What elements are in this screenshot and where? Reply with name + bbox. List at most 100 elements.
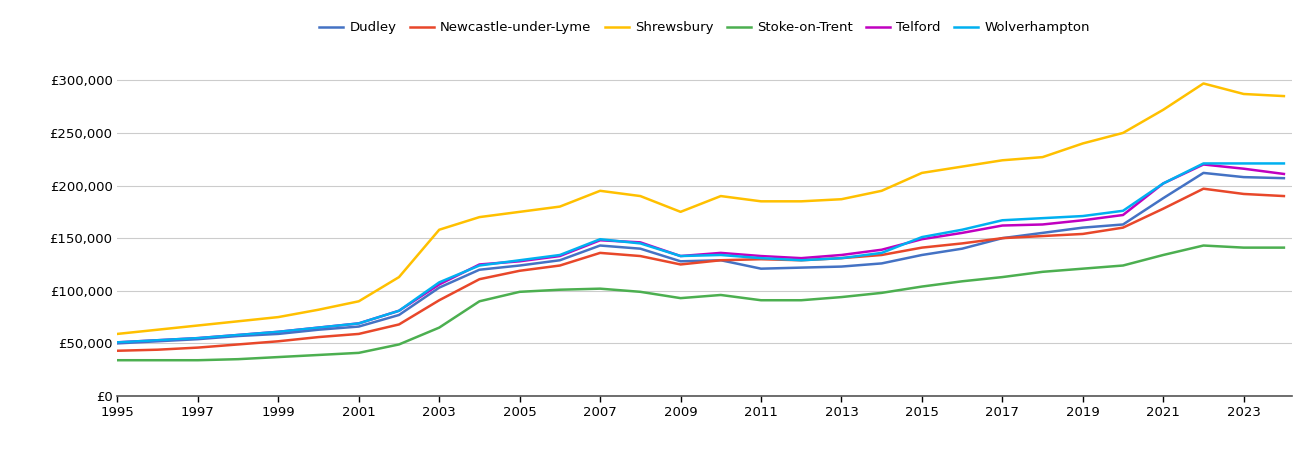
Dudley xyxy=(954,246,970,252)
Legend: Dudley, Newcastle-under-Lyme, Shrewsbury, Stoke-on-Trent, Telford, Wolverhampton: Dudley, Newcastle-under-Lyme, Shrewsbury… xyxy=(315,16,1095,40)
Dudley xyxy=(1276,176,1292,181)
Wolverhampton xyxy=(471,263,487,268)
Dudley xyxy=(834,264,850,269)
Stoke-on-Trent xyxy=(592,286,608,291)
Newcastle-under-Lyme xyxy=(713,257,728,263)
Dudley xyxy=(230,333,245,339)
Stoke-on-Trent xyxy=(633,289,649,294)
Shrewsbury xyxy=(392,274,407,280)
Newcastle-under-Lyme xyxy=(913,245,929,250)
Wolverhampton xyxy=(954,227,970,233)
Newcastle-under-Lyme xyxy=(471,276,487,282)
Wolverhampton xyxy=(633,241,649,246)
Newcastle-under-Lyme xyxy=(834,256,850,261)
Line: Newcastle-under-Lyme: Newcastle-under-Lyme xyxy=(117,189,1284,351)
Dudley xyxy=(1195,170,1211,176)
Telford xyxy=(1075,217,1091,223)
Dudley xyxy=(552,257,568,263)
Stoke-on-Trent xyxy=(230,356,245,362)
Telford xyxy=(512,259,527,264)
Shrewsbury xyxy=(270,315,286,320)
Telford xyxy=(1236,166,1251,171)
Stoke-on-Trent xyxy=(713,292,728,298)
Wolverhampton xyxy=(994,217,1010,223)
Telford xyxy=(913,237,929,242)
Wolverhampton xyxy=(713,252,728,258)
Wolverhampton xyxy=(1116,208,1131,213)
Telford xyxy=(1195,162,1211,167)
Shrewsbury xyxy=(1195,81,1211,86)
Shrewsbury xyxy=(874,188,890,194)
Shrewsbury xyxy=(592,188,608,194)
Line: Dudley: Dudley xyxy=(117,173,1284,343)
Newcastle-under-Lyme xyxy=(150,347,166,352)
Telford xyxy=(1116,212,1131,218)
Dudley xyxy=(633,246,649,252)
Stoke-on-Trent xyxy=(512,289,527,294)
Dudley xyxy=(512,263,527,268)
Stoke-on-Trent xyxy=(392,342,407,347)
Telford xyxy=(432,282,448,287)
Shrewsbury xyxy=(633,194,649,199)
Newcastle-under-Lyme xyxy=(1075,231,1091,237)
Stoke-on-Trent xyxy=(1195,243,1211,248)
Newcastle-under-Lyme xyxy=(552,263,568,268)
Shrewsbury xyxy=(471,214,487,220)
Newcastle-under-Lyme xyxy=(1276,194,1292,199)
Shrewsbury xyxy=(311,307,326,312)
Newcastle-under-Lyme xyxy=(191,345,206,350)
Wolverhampton xyxy=(552,252,568,258)
Stoke-on-Trent xyxy=(1236,245,1251,250)
Newcastle-under-Lyme xyxy=(512,268,527,274)
Dudley xyxy=(150,338,166,344)
Dudley xyxy=(351,324,367,329)
Wolverhampton xyxy=(753,256,769,261)
Telford xyxy=(1035,222,1051,227)
Wolverhampton xyxy=(1155,181,1171,186)
Telford xyxy=(1276,171,1292,177)
Newcastle-under-Lyme xyxy=(1236,191,1251,197)
Telford xyxy=(392,308,407,314)
Telford xyxy=(673,253,689,259)
Telford xyxy=(270,329,286,334)
Telford xyxy=(954,230,970,236)
Dudley xyxy=(432,285,448,290)
Wolverhampton xyxy=(351,321,367,326)
Wolverhampton xyxy=(673,253,689,259)
Shrewsbury xyxy=(191,323,206,328)
Dudley xyxy=(110,341,125,346)
Newcastle-under-Lyme xyxy=(110,348,125,353)
Shrewsbury xyxy=(230,319,245,324)
Newcastle-under-Lyme xyxy=(392,322,407,327)
Stoke-on-Trent xyxy=(1035,269,1051,274)
Line: Wolverhampton: Wolverhampton xyxy=(117,163,1284,342)
Stoke-on-Trent xyxy=(913,284,929,289)
Telford xyxy=(552,253,568,259)
Line: Shrewsbury: Shrewsbury xyxy=(117,83,1284,334)
Shrewsbury xyxy=(512,209,527,215)
Shrewsbury xyxy=(1075,141,1091,146)
Wolverhampton xyxy=(1236,161,1251,166)
Shrewsbury xyxy=(1236,91,1251,97)
Newcastle-under-Lyme xyxy=(994,235,1010,241)
Wolverhampton xyxy=(1195,161,1211,166)
Stoke-on-Trent xyxy=(1155,252,1171,258)
Telford xyxy=(793,256,809,261)
Dudley xyxy=(994,235,1010,241)
Shrewsbury xyxy=(552,204,568,209)
Telford xyxy=(592,238,608,243)
Newcastle-under-Lyme xyxy=(1195,186,1211,191)
Dudley xyxy=(1075,225,1091,230)
Dudley xyxy=(270,331,286,337)
Newcastle-under-Lyme xyxy=(270,338,286,344)
Stoke-on-Trent xyxy=(150,357,166,363)
Dudley xyxy=(1035,230,1051,236)
Wolverhampton xyxy=(110,340,125,345)
Telford xyxy=(633,240,649,245)
Shrewsbury xyxy=(994,158,1010,163)
Stoke-on-Trent xyxy=(110,357,125,363)
Shrewsbury xyxy=(1035,154,1051,160)
Stoke-on-Trent xyxy=(432,325,448,330)
Wolverhampton xyxy=(913,234,929,240)
Shrewsbury xyxy=(673,209,689,215)
